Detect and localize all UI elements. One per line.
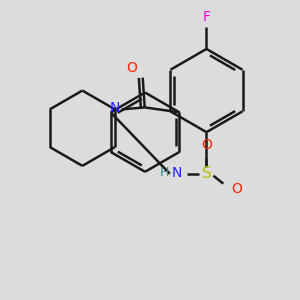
Text: O: O [126,61,137,75]
Text: F: F [202,10,211,24]
Text: N: N [110,101,120,116]
Text: H: H [160,166,170,179]
Text: N: N [172,166,182,180]
Text: S: S [202,166,211,181]
Text: O: O [232,182,243,196]
Text: O: O [201,138,212,152]
